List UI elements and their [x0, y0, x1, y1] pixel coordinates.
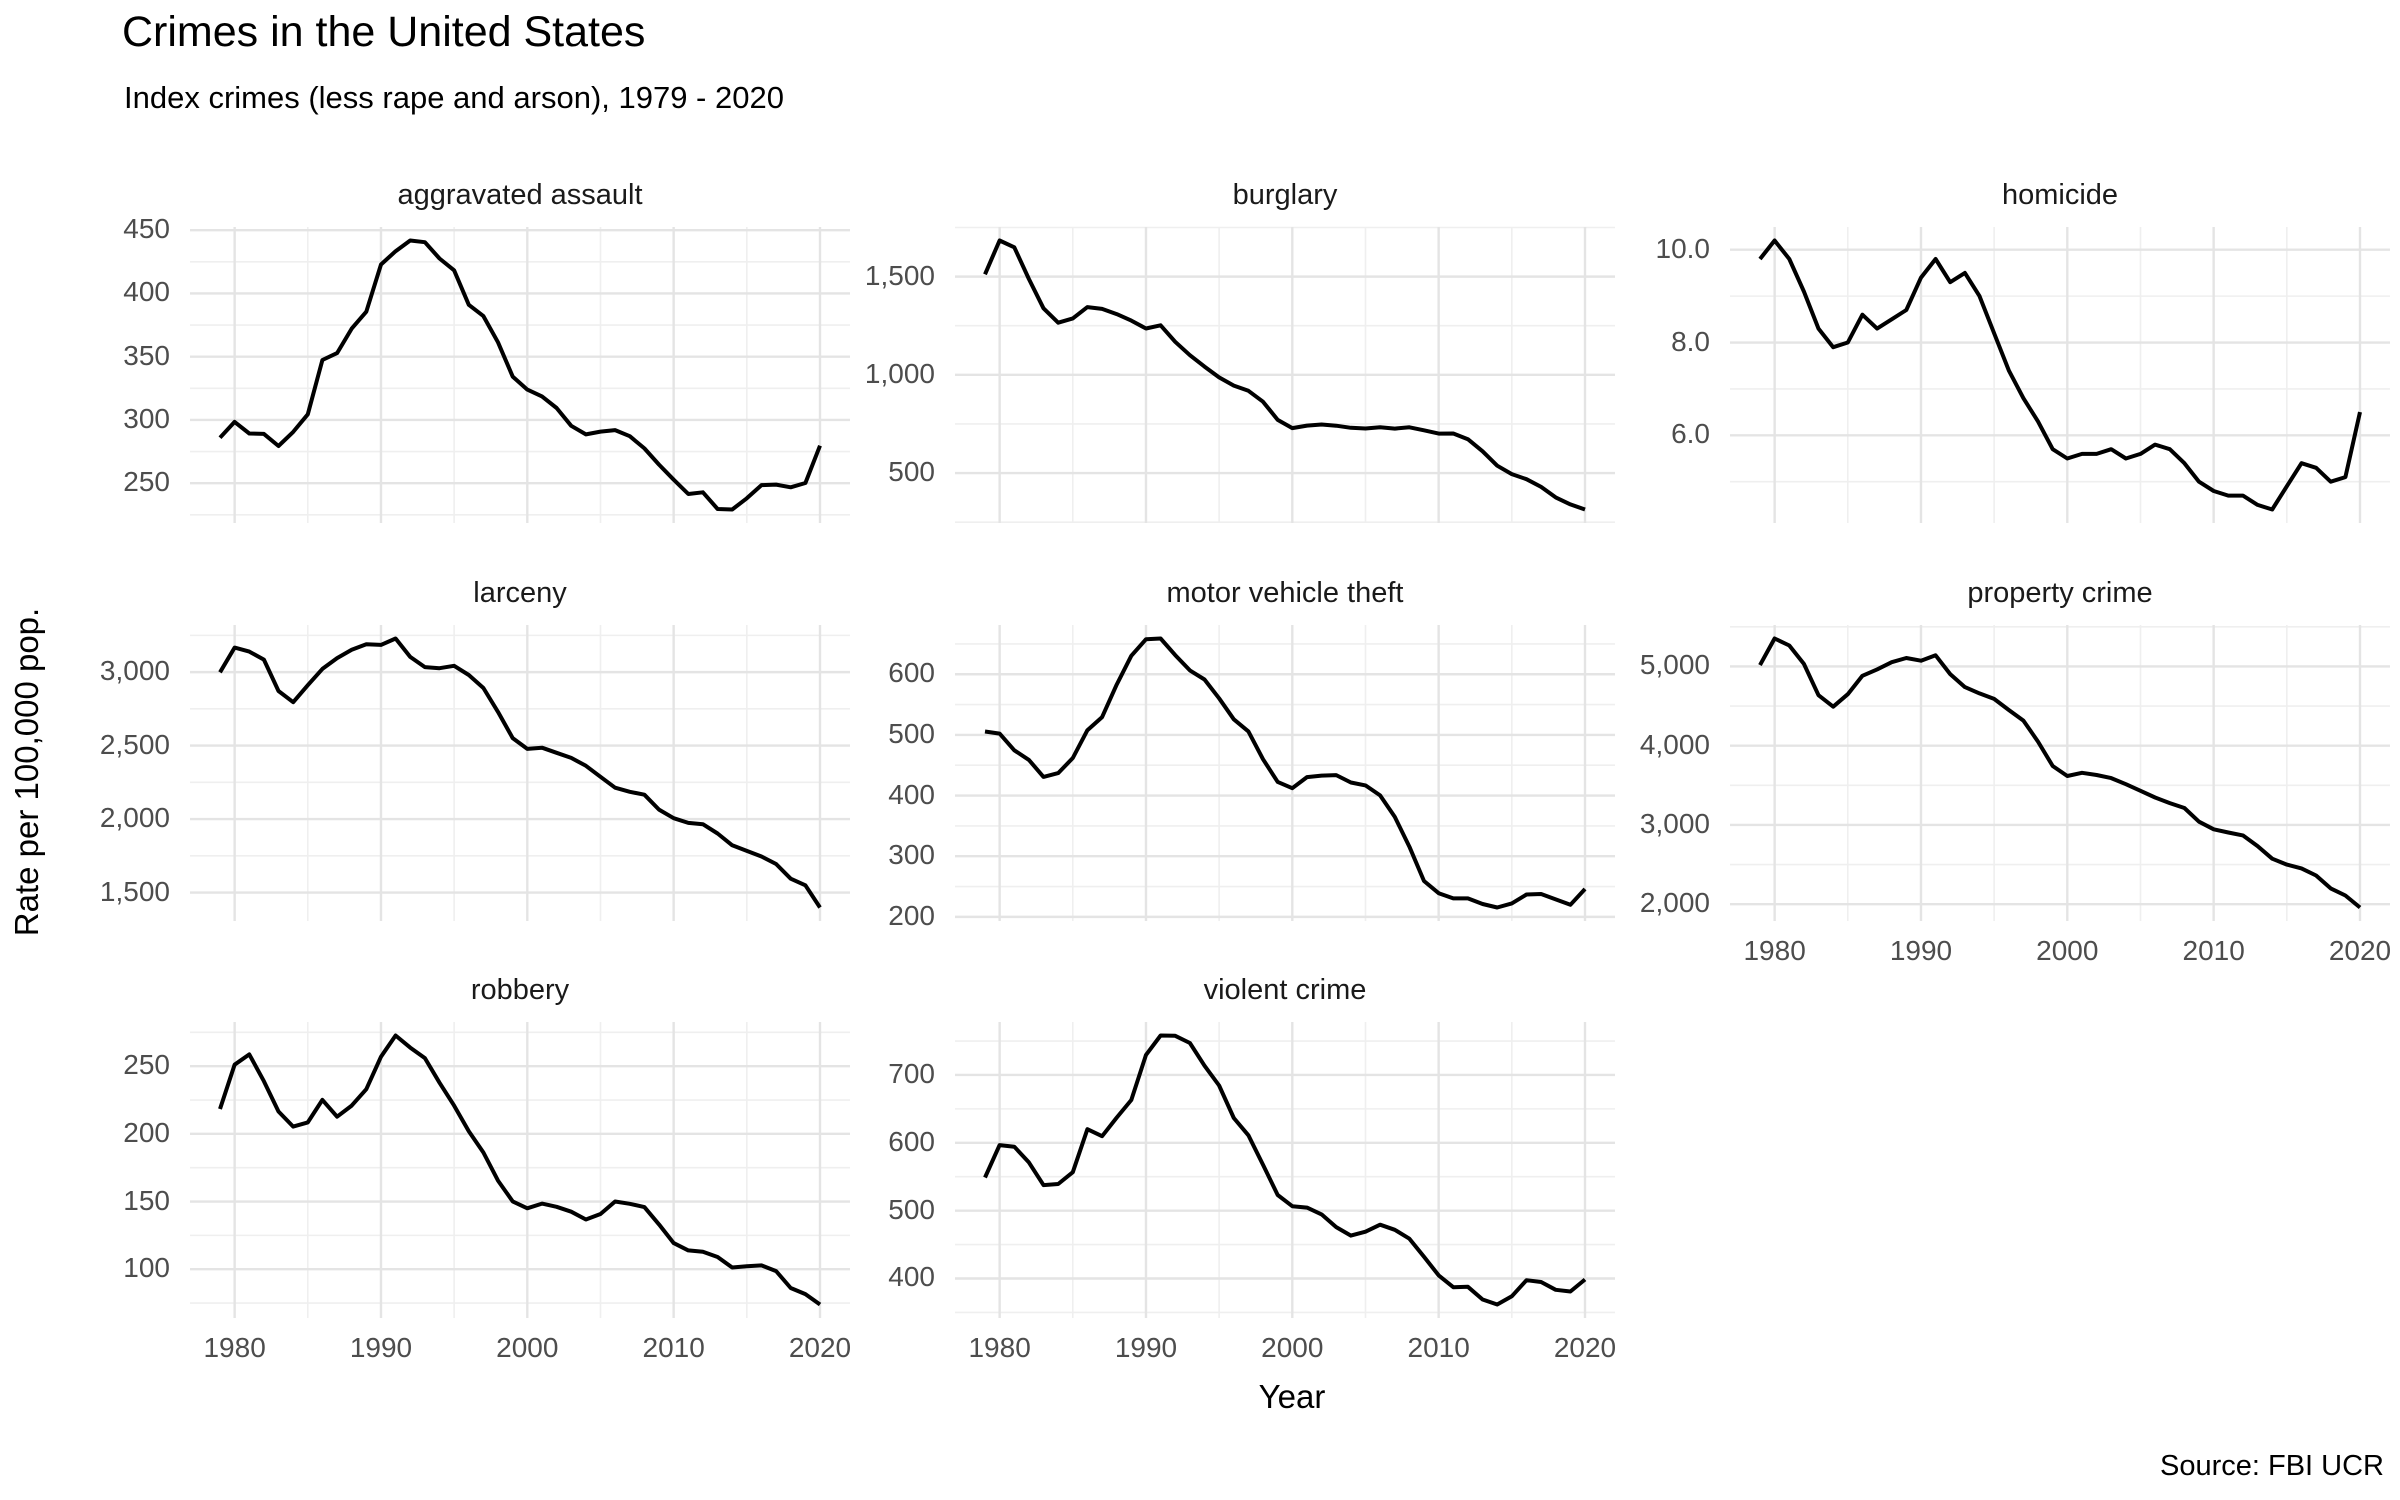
x-tick-label: 1990 — [1114, 1332, 1178, 1363]
x-tick-label: 1980 — [968, 1332, 1031, 1363]
y-tick-label: 250 — [123, 1049, 170, 1081]
y-tick-label: 200 — [123, 1116, 170, 1148]
facet-title: aggravated assault — [397, 179, 643, 211]
data-line — [1758, 238, 2362, 512]
data-line — [983, 238, 1586, 512]
facet-plot — [1730, 227, 2390, 523]
y-tick-label: 600 — [888, 657, 935, 689]
facet-title: robbery — [470, 974, 570, 1006]
y-tick-label: 2,500 — [99, 728, 170, 760]
facet-plot — [1730, 625, 2390, 921]
y-tick-label: 500 — [888, 717, 935, 749]
y-tick-label: 700 — [888, 1057, 935, 1089]
facet-robbery: robbery 100 150 200 250 1980 1990 2000 2010 2020 — [123, 974, 851, 1363]
y-tick-label: 400 — [888, 778, 935, 810]
x-tick-label: 1980 — [1743, 935, 1806, 966]
x-tick-label: 2020 — [1553, 1332, 1617, 1363]
x-tick-label: 2000 — [2036, 935, 2099, 966]
page-title: Crimes in the United States — [122, 8, 646, 56]
source-caption: Source: FBI UCR — [2160, 1450, 2384, 1482]
y-tick-label: 200 — [888, 899, 935, 931]
x-tick-label: 2010 — [642, 1332, 705, 1363]
data-line — [218, 238, 822, 512]
y-tick-label: 3,000 — [1639, 807, 1710, 839]
y-axis-title: Rate per 100,000 pop. — [8, 607, 45, 937]
y-tick-label: 8.0 — [1671, 325, 1710, 357]
facet-burglary: burglary 500 1,000 1,500 — [865, 179, 1615, 523]
data-line — [218, 636, 822, 909]
y-tick-label: 600 — [888, 1125, 935, 1157]
data-line — [983, 1033, 1587, 1307]
data-line — [984, 636, 1587, 910]
facet-plot — [955, 226, 1615, 523]
facet-property-crime: property crime 2,000 3,000 4,000 5,000 1980 19… — [1640, 577, 2391, 966]
y-tick-label: 5,000 — [1639, 649, 1710, 681]
x-tick-label: 1980 — [203, 1332, 266, 1363]
x-tick-label: 1990 — [349, 1332, 413, 1363]
facet-title: homicide — [2001, 179, 2119, 211]
facet-homicide: homicide 6.0 8.0 10.0 — [1656, 179, 2390, 523]
facet-motor-vehicle-theft: motor vehicle theft 200 300 400 500 600 — [888, 577, 1615, 931]
y-tick-label: 400 — [123, 276, 170, 308]
x-tick-label: 1990 — [1889, 935, 1953, 966]
x-tick-label: 2000 — [496, 1332, 559, 1363]
y-tick-label: 4,000 — [1639, 728, 1710, 760]
facet-violent-crime: violent crime 400 500 600 700 1980 1990 2000 201… — [888, 974, 1616, 1363]
y-tick-label: 100 — [123, 1252, 170, 1284]
y-tick-label: 150 — [123, 1184, 170, 1216]
facet-title: motor vehicle theft — [1166, 577, 1404, 609]
y-tick-label: 350 — [123, 339, 170, 371]
facet-title: violent crime — [1203, 974, 1367, 1006]
facet-title: larceny — [473, 577, 567, 609]
facet-larceny: larceny 1,500 2,000 2,500 3,000 — [100, 577, 850, 921]
y-tick-label: 3,000 — [99, 655, 170, 687]
x-tick-label: 2020 — [2328, 935, 2392, 966]
y-tick-label: 2,000 — [1639, 887, 1710, 919]
x-tick-label: 2020 — [788, 1332, 852, 1363]
y-tick-label: 6.0 — [1671, 418, 1710, 450]
y-tick-label: 450 — [123, 213, 170, 245]
y-tick-label: 10.0 — [1655, 232, 1711, 264]
data-line — [1758, 636, 2362, 910]
x-tick-label: 2010 — [2182, 935, 2245, 966]
facet-plot — [190, 1022, 850, 1318]
y-tick-label: 300 — [888, 839, 935, 871]
facet-plot — [190, 625, 850, 921]
y-tick-label: 500 — [888, 456, 935, 488]
y-tick-label: 400 — [888, 1261, 935, 1293]
y-tick-label: 1,500 — [99, 875, 170, 907]
facet-aggravated-assault: aggravated assault 250 300 350 400 450 — [123, 179, 850, 523]
y-tick-label: 300 — [123, 402, 170, 434]
facet-plot — [190, 227, 850, 523]
x-axis-title: Year — [1258, 1378, 1326, 1415]
y-tick-label: 500 — [888, 1193, 935, 1225]
x-tick-label: 2010 — [1407, 1332, 1470, 1363]
data-line — [218, 1033, 822, 1307]
y-tick-label: 250 — [123, 466, 170, 498]
y-tick-label: 2,000 — [99, 802, 170, 834]
x-tick-label: 2000 — [1261, 1332, 1324, 1363]
facet-title: property crime — [1967, 577, 2153, 609]
y-tick-label: 1,500 — [864, 259, 935, 291]
facet-plot — [955, 1022, 1615, 1318]
facet-title: burglary — [1232, 179, 1338, 211]
y-tick-label: 1,000 — [864, 357, 935, 389]
page-subtitle: Index crimes (less rape and arson), 1979… — [124, 80, 784, 115]
facet-plot — [955, 625, 1615, 921]
